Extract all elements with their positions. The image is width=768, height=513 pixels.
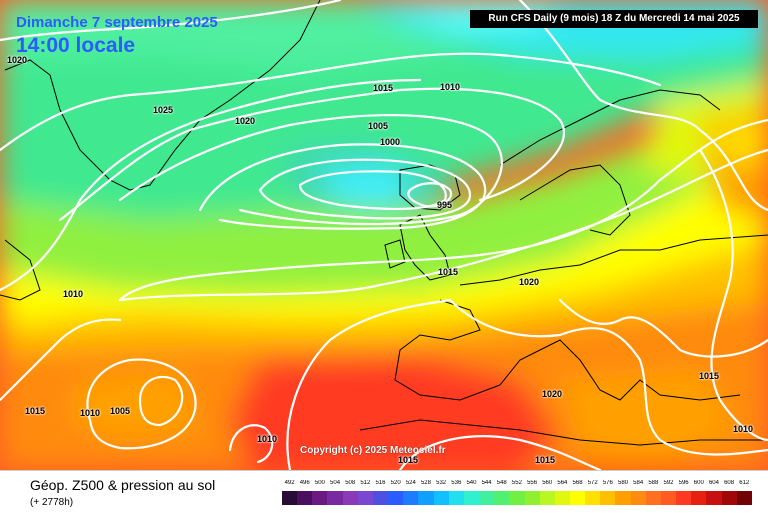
isobar-label: 1010 xyxy=(63,289,84,299)
isobar-label: 1015 xyxy=(699,371,720,381)
isobar-label: 1015 xyxy=(535,455,556,465)
legend-label: 556 xyxy=(527,480,538,486)
legend-swatch xyxy=(282,491,298,505)
legend-swatch xyxy=(706,491,722,505)
forecast-map xyxy=(0,0,768,470)
legend-swatch xyxy=(569,491,586,505)
legend-swatch xyxy=(357,491,373,505)
legend-label: 560 xyxy=(542,480,553,486)
legend-swatch xyxy=(372,491,389,505)
legend-label: 604 xyxy=(708,480,719,486)
legend-swatch xyxy=(600,491,616,505)
legend-swatch xyxy=(479,491,495,505)
legend-swatch xyxy=(539,491,555,505)
map-title: Géop. Z500 & pression au sol xyxy=(30,477,216,493)
legend-label: 596 xyxy=(678,480,689,486)
legend-label: 508 xyxy=(345,480,356,486)
isobar-label: 1010 xyxy=(733,424,754,434)
legend-swatch xyxy=(736,491,752,505)
legend-label: 540 xyxy=(466,480,477,486)
legend-swatch xyxy=(297,491,313,505)
legend-swatch xyxy=(448,491,464,505)
legend-label: 592 xyxy=(663,480,674,486)
legend-label: 548 xyxy=(496,480,507,486)
legend-label: 496 xyxy=(299,480,310,486)
legend-label: 600 xyxy=(693,480,704,486)
legend-swatch xyxy=(585,491,601,505)
legend-swatch xyxy=(660,491,677,505)
legend-label: 512 xyxy=(360,480,371,486)
legend-label: 504 xyxy=(330,480,341,486)
legend-swatch xyxy=(494,491,510,505)
forecast-date: Dimanche 7 septembre 2025 xyxy=(16,14,218,31)
legend-swatch xyxy=(388,491,404,505)
legend-swatch xyxy=(615,491,631,505)
forecast-time: 14:00 locale xyxy=(16,34,136,57)
isobar-label: 1020 xyxy=(542,389,563,399)
legend-label: 572 xyxy=(587,480,598,486)
legend-swatch xyxy=(554,491,570,505)
isobar-label: 1020 xyxy=(235,116,256,126)
isobar-label: 1015 xyxy=(398,455,419,465)
legend-color-scale xyxy=(282,491,752,505)
legend-label: 576 xyxy=(602,480,613,486)
legend-swatch xyxy=(433,491,449,505)
legend-label: 608 xyxy=(724,480,735,486)
legend-label: 584 xyxy=(633,480,644,486)
legend-swatch xyxy=(509,491,525,505)
legend-label: 516 xyxy=(375,480,386,486)
legend-swatch xyxy=(463,491,480,505)
isobar-label: 1020 xyxy=(7,55,28,65)
legend-swatch xyxy=(312,491,328,505)
isobar-label: 1015 xyxy=(25,406,46,416)
isobar-label: 995 xyxy=(437,200,453,210)
legend-label: 528 xyxy=(420,480,431,486)
isobar-label: 1010 xyxy=(80,408,101,418)
isobar-label: 1000 xyxy=(380,137,401,147)
isobar-label: 1020 xyxy=(519,277,540,287)
legend-label: 612 xyxy=(739,480,750,486)
legend-label: 532 xyxy=(436,480,447,486)
forecast-offset: (+ 2778h) xyxy=(30,497,74,508)
legend-label: 544 xyxy=(481,480,492,486)
isobar-label: 1015 xyxy=(438,267,459,277)
legend-label: 564 xyxy=(557,480,568,486)
legend-label: 492 xyxy=(284,480,295,486)
legend-label: 580 xyxy=(618,480,629,486)
legend-swatch xyxy=(721,491,737,505)
isobars xyxy=(0,0,768,470)
isobar-label: 1005 xyxy=(110,406,131,416)
legend-label: 520 xyxy=(390,480,401,486)
legend-label: 524 xyxy=(405,480,416,486)
legend-label: 500 xyxy=(314,480,325,486)
legend-swatch xyxy=(630,491,646,505)
legend-swatch xyxy=(403,491,419,505)
legend-swatch xyxy=(676,491,692,505)
legend-footer: Géop. Z500 & pression au sol (+ 2778h) 4… xyxy=(0,470,768,513)
run-info: Run CFS Daily (9 mois) 18 Z du Mercredi … xyxy=(470,10,758,28)
isobar-label: 1015 xyxy=(373,83,394,93)
legend-swatch xyxy=(645,491,661,505)
legend-label: 552 xyxy=(511,480,522,486)
legend-label: 588 xyxy=(648,480,659,486)
legend-swatch xyxy=(691,491,707,505)
isobar-label: 1010 xyxy=(440,82,461,92)
isobar-label: 1005 xyxy=(368,121,389,131)
isobar-label: 1010 xyxy=(257,434,278,444)
legend-label: 568 xyxy=(572,480,583,486)
legend-swatch xyxy=(327,491,343,505)
legend-labels: 492 496 500 504 508 512 516 520 524 528 532 536 540 5… xyxy=(282,480,752,490)
legend-swatch xyxy=(418,491,434,505)
geopotential-field xyxy=(0,0,768,470)
legend-label: 536 xyxy=(451,480,462,486)
isobar-label: 1025 xyxy=(153,105,174,115)
copyright-notice: Copyright (c) 2025 Meteociel.fr xyxy=(300,445,446,456)
legend-swatch xyxy=(342,491,358,505)
legend-swatch xyxy=(524,491,540,505)
